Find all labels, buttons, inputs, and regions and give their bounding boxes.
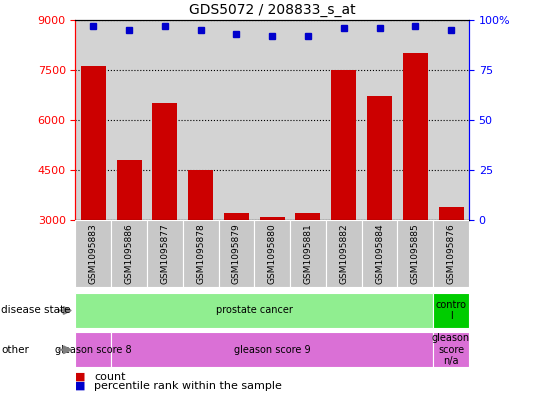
Text: ■: ■ bbox=[75, 372, 86, 382]
Bar bbox=[362, 220, 397, 287]
Bar bbox=[218, 220, 254, 287]
Bar bbox=[254, 220, 290, 287]
Text: disease state: disease state bbox=[1, 305, 71, 316]
Title: GDS5072 / 208833_s_at: GDS5072 / 208833_s_at bbox=[189, 3, 356, 17]
Bar bbox=[111, 220, 147, 287]
Bar bbox=[295, 213, 321, 220]
Bar bbox=[439, 207, 464, 220]
Text: gleason
score
n/a: gleason score n/a bbox=[432, 333, 470, 366]
Text: percentile rank within the sample: percentile rank within the sample bbox=[94, 381, 282, 391]
Text: GSM1095876: GSM1095876 bbox=[446, 223, 455, 284]
Text: count: count bbox=[94, 372, 126, 382]
Bar bbox=[433, 332, 469, 367]
Bar bbox=[290, 220, 326, 287]
Bar bbox=[224, 213, 249, 220]
Bar bbox=[433, 293, 469, 328]
Text: contro
l: contro l bbox=[436, 300, 467, 321]
Bar bbox=[397, 220, 433, 287]
Bar bbox=[147, 220, 183, 287]
Text: GSM1095881: GSM1095881 bbox=[303, 223, 313, 284]
Bar bbox=[260, 217, 285, 220]
Bar bbox=[111, 332, 433, 367]
Bar bbox=[188, 170, 213, 220]
Bar bbox=[75, 332, 111, 367]
Text: gleason score 9: gleason score 9 bbox=[234, 345, 310, 355]
Text: GSM1095877: GSM1095877 bbox=[161, 223, 169, 284]
Bar bbox=[81, 66, 106, 220]
Bar bbox=[326, 220, 362, 287]
Bar bbox=[116, 160, 142, 220]
Text: ■: ■ bbox=[75, 381, 86, 391]
Text: GSM1095878: GSM1095878 bbox=[196, 223, 205, 284]
Bar bbox=[433, 220, 469, 287]
Text: GSM1095884: GSM1095884 bbox=[375, 223, 384, 284]
Bar bbox=[75, 220, 111, 287]
Text: GSM1095885: GSM1095885 bbox=[411, 223, 420, 284]
Text: GSM1095879: GSM1095879 bbox=[232, 223, 241, 284]
Text: prostate cancer: prostate cancer bbox=[216, 305, 293, 316]
Text: GSM1095886: GSM1095886 bbox=[125, 223, 134, 284]
Bar bbox=[403, 53, 428, 220]
Text: GSM1095880: GSM1095880 bbox=[268, 223, 277, 284]
Bar bbox=[331, 70, 356, 220]
Text: other: other bbox=[1, 345, 29, 355]
Bar bbox=[183, 220, 218, 287]
Bar bbox=[153, 103, 177, 220]
Text: gleason score 8: gleason score 8 bbox=[55, 345, 132, 355]
Text: GSM1095883: GSM1095883 bbox=[89, 223, 98, 284]
Text: GSM1095882: GSM1095882 bbox=[339, 223, 348, 284]
Bar bbox=[367, 97, 392, 220]
